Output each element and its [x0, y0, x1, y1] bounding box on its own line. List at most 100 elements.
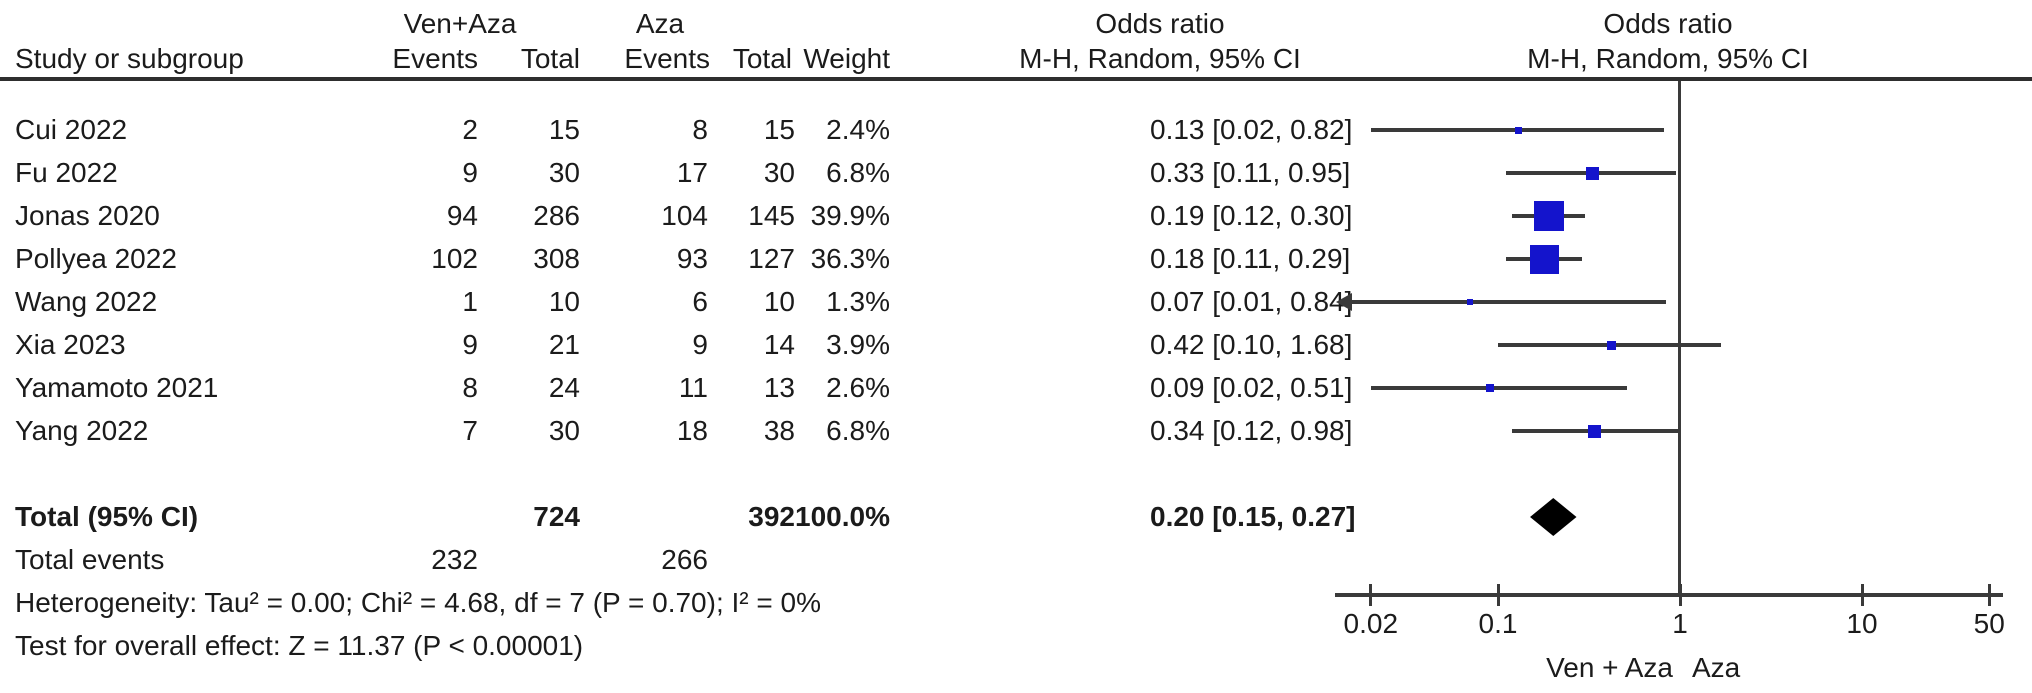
events-aza-cell: 6 [692, 286, 708, 317]
total-venaza-cell: 308 [533, 243, 580, 274]
heterogeneity-text: Heterogeneity: Tau² = 0.00; Chi² = 4.68,… [15, 587, 821, 618]
axis-tick [1496, 584, 1500, 606]
overall-effect-text: Test for overall effect: Z = 11.37 (P < … [15, 630, 584, 661]
axis-tick-label: 0.1 [1478, 608, 1518, 639]
ci-line [1370, 386, 1627, 390]
or-point-square [1585, 166, 1599, 180]
weight-cell: 6.8% [826, 157, 890, 188]
events-aza-cell: 8 [692, 114, 708, 145]
or-ci-text: 0.19 [0.12, 0.30] [1150, 200, 1353, 231]
column-header-total-aza: Total [732, 43, 792, 74]
events-venaza-cell: 1 [462, 286, 478, 317]
weight-cell: 39.9% [810, 200, 890, 231]
axis-tick-label: 1 [1672, 608, 1688, 639]
study-label: Pollyea 2022 [15, 243, 177, 274]
or-point-square [1606, 340, 1616, 350]
axis-tick-label: 0.02 [1343, 608, 1399, 639]
column-header-study: Study or subgroup [15, 43, 244, 74]
weight-cell: 6.8% [826, 415, 890, 446]
x-axis-line [1335, 593, 2003, 597]
or-point-square [1533, 201, 1564, 231]
total-venaza-cell: 21 [548, 329, 580, 360]
null-effect-line [1678, 81, 1681, 595]
column-header-mh-ci-stats: M-H, Random, 95% CI [1019, 43, 1301, 74]
events-venaza-cell: 8 [462, 372, 478, 403]
events-venaza-cell: 2 [462, 114, 478, 145]
events-aza-cell: 17 [676, 157, 708, 188]
axis-tick [1860, 584, 1864, 606]
axis-tick [1369, 584, 1373, 606]
study-label: Yamamoto 2021 [15, 372, 219, 403]
column-header-events-venaza: Events [392, 43, 478, 74]
events-aza-cell: 9 [692, 329, 708, 360]
total-venaza-cell: 24 [548, 372, 580, 403]
study-label: Fu 2022 [15, 157, 118, 188]
or-ci-text: 0.07 [0.01, 0.84] [1150, 286, 1353, 317]
column-header-mh-ci-plot: M-H, Random, 95% CI [1527, 43, 1809, 74]
total-venaza-cell: 15 [548, 114, 580, 145]
column-header-total-venaza: Total [520, 43, 580, 74]
weight-cell: 2.6% [826, 372, 890, 403]
events-venaza-cell: 7 [462, 415, 478, 446]
group-header-aza: Aza [635, 8, 685, 39]
axis-tick [1987, 584, 1991, 606]
ci-line [1352, 300, 1667, 304]
total-aza-cell: 10 [763, 286, 795, 317]
or-point-square [1529, 244, 1559, 274]
total-venaza-cell: 30 [548, 157, 580, 188]
events-venaza-cell: 9 [462, 329, 478, 360]
total-events-aza: 266 [661, 544, 708, 575]
axis-tick-label: 50 [1973, 608, 2005, 639]
total-or-ci-text: 0.20 [0.15, 0.27] [1150, 501, 1356, 532]
study-label: Wang 2022 [15, 286, 158, 317]
or-point-square [1588, 424, 1602, 438]
column-header-weight: Weight [803, 43, 890, 74]
total-venaza-cell: 30 [548, 415, 580, 446]
header-rule [0, 77, 2032, 81]
total-venaza-cell: 10 [548, 286, 580, 317]
total-aza-cell: 15 [763, 114, 795, 145]
events-aza-cell: 11 [678, 372, 708, 403]
or-ci-text: 0.18 [0.11, 0.29] [1150, 243, 1351, 274]
total-aza-cell: 38 [763, 415, 795, 446]
total-aza-cell: 127 [748, 243, 795, 274]
or-ci-text: 0.33 [0.11, 0.95] [1150, 157, 1351, 188]
events-aza-cell: 104 [661, 200, 708, 231]
total-events-venaza: 232 [431, 544, 478, 575]
or-ci-text: 0.09 [0.02, 0.51] [1150, 372, 1353, 403]
favours-right-label: Aza [1692, 652, 1741, 683]
axis-tick [1678, 584, 1682, 606]
odds-ratio-title-stats: Odds ratio [1095, 8, 1225, 39]
total-venaza-cell: 286 [533, 200, 580, 231]
study-label: Yang 2022 [15, 415, 149, 446]
weight-cell: 3.9% [826, 329, 890, 360]
events-venaza-cell: 102 [431, 243, 478, 274]
total-row-label: Total (95% CI) [15, 501, 199, 532]
axis-tick-label: 10 [1846, 608, 1878, 639]
study-label: Xia 2023 [15, 329, 126, 360]
total-events-label: Total events [15, 544, 165, 575]
or-ci-text: 0.42 [0.10, 1.68] [1150, 329, 1353, 360]
total-aza-cell: 14 [763, 329, 795, 360]
total-venaza-sum: 724 [533, 501, 580, 532]
or-point-square [1485, 384, 1494, 392]
pooled-diamond [1530, 498, 1577, 536]
or-point-square [1515, 126, 1523, 134]
odds-ratio-title-plot: Odds ratio [1603, 8, 1733, 39]
study-label: Jonas 2020 [15, 200, 160, 231]
column-header-events-aza: Events [624, 43, 710, 74]
or-ci-text: 0.34 [0.12, 0.98] [1150, 415, 1353, 446]
study-label: Cui 2022 [15, 114, 128, 145]
weight-cell: 2.4% [826, 114, 890, 145]
total-aza-sum: 392 [748, 501, 795, 532]
group-header-ven-aza: Ven+Aza [403, 8, 517, 39]
events-venaza-cell: 94 [446, 200, 478, 231]
events-aza-cell: 18 [676, 415, 708, 446]
total-aza-cell: 30 [763, 157, 795, 188]
weight-cell: 36.3% [810, 243, 890, 274]
total-weight: 100.0% [795, 501, 890, 532]
weight-cell: 1.3% [826, 286, 890, 317]
or-point-square [1466, 299, 1473, 305]
or-ci-text: 0.13 [0.02, 0.82] [1150, 114, 1353, 145]
